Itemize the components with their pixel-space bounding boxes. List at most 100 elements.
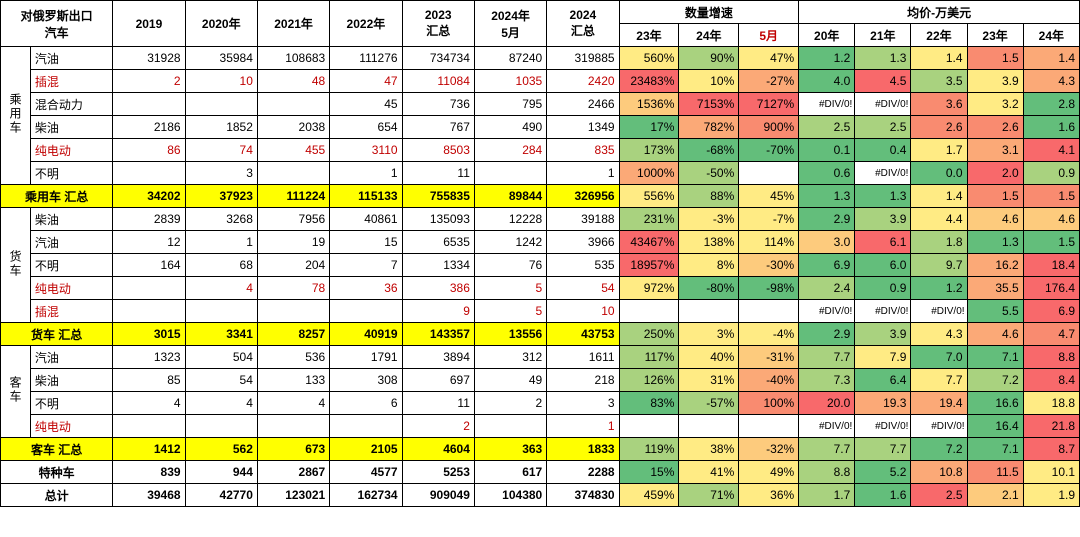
growth-cell: 40% — [679, 346, 739, 369]
value-cell: 36 — [330, 277, 402, 300]
price-cell: 2.8 — [1023, 93, 1079, 116]
growth-cell: 47% — [739, 47, 799, 70]
growth-cell: 15% — [619, 461, 679, 484]
value-cell: 3341 — [185, 323, 257, 346]
price-cell: 2.4 — [799, 277, 855, 300]
price-cell: 1.6 — [1023, 116, 1079, 139]
price-cell: 9.7 — [911, 254, 967, 277]
price-cell: 4.4 — [911, 208, 967, 231]
col-price: 均价-万美元 — [799, 1, 1080, 24]
price-cell: 20.0 — [799, 392, 855, 415]
value-cell: 6535 — [402, 231, 474, 254]
price-cell: 7.3 — [799, 369, 855, 392]
growth-cell: 8% — [679, 254, 739, 277]
growth-cell: -27% — [739, 70, 799, 93]
col-year: 2023汇总 — [402, 1, 474, 47]
value-cell: 48 — [257, 70, 329, 93]
col-year: 2022年 — [330, 1, 402, 47]
price-cell: 2.0 — [967, 162, 1023, 185]
growth-cell: -80% — [679, 277, 739, 300]
value-cell: 2839 — [113, 208, 185, 231]
value-cell — [113, 93, 185, 116]
price-cell: 6.4 — [855, 369, 911, 392]
col-price-sub: 24年 — [1023, 24, 1079, 47]
row-subtotal-label: 客车 汇总 — [1, 438, 113, 461]
value-cell: 40861 — [330, 208, 402, 231]
price-cell: 3.2 — [967, 93, 1023, 116]
value-cell: 697 — [402, 369, 474, 392]
price-cell: 4.5 — [855, 70, 911, 93]
row-subtotal-label: 货车 汇总 — [1, 323, 113, 346]
value-cell: 111224 — [257, 185, 329, 208]
price-cell: 2.1 — [967, 484, 1023, 507]
row-label: 不明 — [30, 254, 112, 277]
growth-cell — [739, 162, 799, 185]
price-cell: 1.7 — [911, 139, 967, 162]
value-cell: 909049 — [402, 484, 474, 507]
price-cell: #DIV/0! — [799, 415, 855, 438]
value-cell: 4 — [185, 277, 257, 300]
value-cell: 2 — [402, 415, 474, 438]
value-cell: 4 — [185, 392, 257, 415]
value-cell: 839 — [113, 461, 185, 484]
value-cell: 944 — [185, 461, 257, 484]
value-cell — [257, 93, 329, 116]
value-cell — [113, 300, 185, 323]
row-total-label: 总计 — [1, 484, 113, 507]
price-cell: 7.2 — [911, 438, 967, 461]
price-cell: 6.9 — [1023, 300, 1079, 323]
row-subtotal-label: 乘用车 汇总 — [1, 185, 113, 208]
table-row: 柴油855413330869749218126%31%-40%7.36.47.7… — [1, 369, 1080, 392]
growth-cell: 41% — [679, 461, 739, 484]
value-cell: 4 — [113, 392, 185, 415]
price-cell: 7.2 — [967, 369, 1023, 392]
value-cell: 3110 — [330, 139, 402, 162]
value-cell: 35984 — [185, 47, 257, 70]
table-row: 货车柴油283932687956408611350931222839188231… — [1, 208, 1080, 231]
value-cell: 617 — [474, 461, 546, 484]
value-cell: 11084 — [402, 70, 474, 93]
value-cell: 86 — [113, 139, 185, 162]
price-cell: 3.9 — [855, 208, 911, 231]
price-cell: 4.0 — [799, 70, 855, 93]
growth-cell: 972% — [619, 277, 679, 300]
col-year: 2024年5月 — [474, 1, 546, 47]
value-cell: 673 — [257, 438, 329, 461]
value-cell: 78 — [257, 277, 329, 300]
row-label: 不明 — [30, 162, 112, 185]
value-cell: 736 — [402, 93, 474, 116]
value-cell: 162734 — [330, 484, 402, 507]
col-price-sub: 23年 — [967, 24, 1023, 47]
value-cell: 11 — [402, 392, 474, 415]
growth-cell: -40% — [739, 369, 799, 392]
growth-cell: -68% — [679, 139, 739, 162]
growth-cell: 560% — [619, 47, 679, 70]
value-cell — [257, 415, 329, 438]
value-cell — [257, 162, 329, 185]
growth-cell: 10% — [679, 70, 739, 93]
price-cell: 2.5 — [911, 484, 967, 507]
value-cell: 37923 — [185, 185, 257, 208]
value-cell: 6 — [330, 392, 402, 415]
row-label: 不明 — [30, 392, 112, 415]
price-cell: 6.0 — [855, 254, 911, 277]
value-cell: 455 — [257, 139, 329, 162]
price-cell: 4.3 — [911, 323, 967, 346]
category-cell: 货车 — [1, 208, 31, 323]
growth-cell: 126% — [619, 369, 679, 392]
price-cell: 3.9 — [855, 323, 911, 346]
value-cell: 1242 — [474, 231, 546, 254]
col-growth-sub: 24年 — [679, 24, 739, 47]
col-title: 对俄罗斯出口汽车 — [1, 1, 113, 47]
price-cell: 1.3 — [967, 231, 1023, 254]
value-cell: 10 — [185, 70, 257, 93]
price-cell: 0.0 — [911, 162, 967, 185]
row-special-label: 特种车 — [1, 461, 113, 484]
price-cell: 21.8 — [1023, 415, 1079, 438]
value-cell: 218 — [547, 369, 619, 392]
category-cell: 乘用车 — [1, 47, 31, 185]
price-cell: 1.9 — [1023, 484, 1079, 507]
price-cell: 8.4 — [1023, 369, 1079, 392]
price-cell: 2.5 — [855, 116, 911, 139]
table-row: 不明16468204713347653518957%8%-30%6.96.09.… — [1, 254, 1080, 277]
